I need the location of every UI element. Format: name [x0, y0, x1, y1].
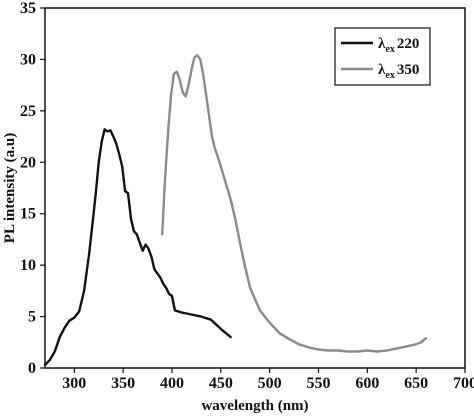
y-tick-label: 0	[28, 360, 36, 377]
x-tick-label: 650	[404, 375, 428, 392]
series-line-350	[160, 54, 428, 353]
y-tick-label: 5	[28, 309, 36, 326]
x-tick-label: 350	[111, 375, 135, 392]
y-tick-label: 20	[20, 154, 36, 171]
series-layer	[43, 54, 428, 367]
x-tick-label: 550	[306, 375, 330, 392]
legend-box	[334, 27, 431, 86]
legend-value: 350	[397, 62, 420, 78]
y-tick-label: 35	[20, 0, 36, 17]
x-tick-label: 450	[209, 375, 233, 392]
y-tick-label: 25	[20, 103, 36, 120]
legend-subscript: ex	[385, 44, 394, 55]
series-line-220	[43, 128, 232, 367]
legend-label-350: λex 350	[378, 62, 419, 81]
legend-subscript: ex	[385, 70, 394, 81]
x-tick-label: 600	[355, 375, 379, 392]
x-tick-label: 700	[453, 375, 474, 392]
axis-ticks: 300 350 400 450 500 550 600 650 700 0 5 10 15 20 25 30 3…	[20, 0, 474, 392]
y-tick-label: 10	[20, 257, 36, 274]
plot-area	[44, 7, 466, 369]
plot-frame	[44, 7, 466, 369]
x-tick-label: 400	[160, 375, 184, 392]
y-tick-label: 30	[20, 51, 36, 68]
x-tick-label: 300	[62, 375, 86, 392]
legend-symbol: λ	[378, 36, 386, 52]
x-axis-title: wavelength (nm)	[201, 398, 308, 414]
y-axis-title: PL intensity (a.u)	[2, 133, 18, 243]
legend-symbol: λ	[378, 62, 386, 78]
x-tick-label: 500	[258, 375, 282, 392]
legend-value: 220	[397, 36, 420, 52]
y-tick-label: 15	[20, 206, 36, 223]
legend-label-220: λex 220	[378, 36, 419, 55]
